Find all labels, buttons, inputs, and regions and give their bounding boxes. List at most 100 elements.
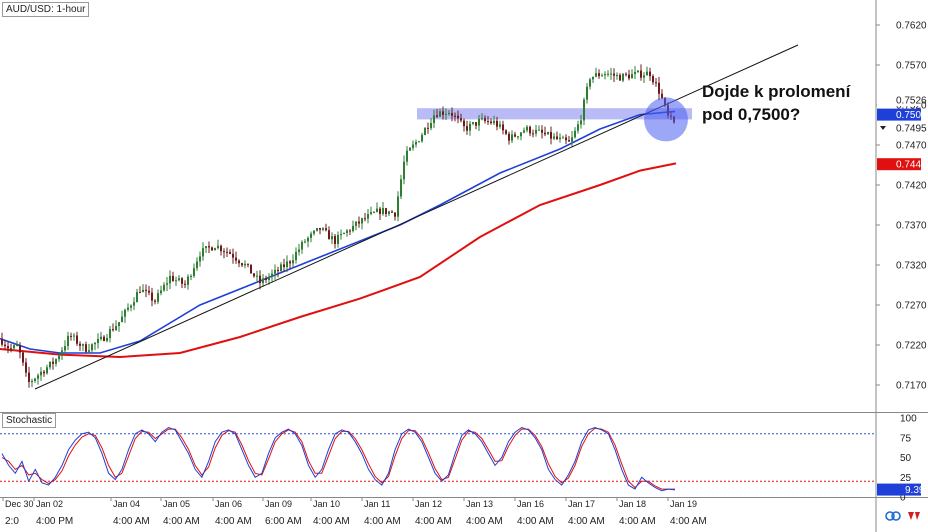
candle-body <box>334 236 336 244</box>
candle-body <box>247 263 249 265</box>
time-tick-time: 4:00 AM <box>313 516 350 527</box>
candle-body <box>13 345 15 349</box>
price-tag-label: 0.7526 <box>896 96 927 107</box>
candle-body <box>262 278 264 284</box>
candle-body <box>238 260 240 264</box>
candle-body <box>658 82 660 94</box>
candle-body <box>430 123 432 129</box>
candle-body <box>277 269 279 272</box>
time-tick-time: 4:00 AM <box>215 516 252 527</box>
candle-body <box>616 75 618 77</box>
price-tag-box <box>877 122 921 134</box>
candle-body <box>433 115 435 124</box>
candle-body <box>508 133 510 141</box>
candle-body <box>487 121 489 123</box>
candle-body <box>37 375 39 379</box>
candle-body <box>337 234 339 244</box>
candle-body <box>124 309 126 317</box>
candle-body <box>91 344 93 351</box>
candle-body <box>172 275 174 282</box>
price-tag-box <box>877 94 921 107</box>
price-tag-box <box>877 108 921 121</box>
stochastic-label: Stochastic <box>2 413 57 428</box>
candle-body <box>655 82 657 84</box>
highlight-circle <box>644 97 688 142</box>
candle-body <box>328 230 330 240</box>
candle-body <box>10 348 12 350</box>
candle-body <box>472 122 474 124</box>
candle-body <box>382 208 384 214</box>
candle-body <box>424 127 426 135</box>
candle-body <box>304 241 306 243</box>
candle-body <box>157 293 159 302</box>
candle-body <box>214 248 216 251</box>
candle-body <box>28 372 30 382</box>
candle-body <box>376 208 378 213</box>
candle-body <box>463 120 465 127</box>
candle-body <box>499 124 501 127</box>
candle-body <box>307 237 309 242</box>
time-tick-time: 2:0 <box>5 516 19 527</box>
candle-body <box>148 290 150 293</box>
candle-body <box>121 316 123 323</box>
candle-body <box>490 121 492 124</box>
link-icon[interactable] <box>885 511 901 521</box>
candle-body <box>190 275 192 277</box>
candle-body <box>235 257 237 261</box>
stochastic-pane[interactable] <box>0 413 876 497</box>
candle-body <box>16 345 18 347</box>
stochastic-d-line <box>1 427 675 490</box>
candle-body <box>646 71 648 76</box>
candle-body <box>94 342 96 345</box>
ticker-logo-icon <box>908 512 920 520</box>
candle-body <box>469 123 471 131</box>
candle-body <box>106 337 108 341</box>
price-tag-box <box>877 158 921 171</box>
candle-body <box>199 256 201 262</box>
price-tick-label: 0.7220 <box>896 341 927 352</box>
candle-body <box>649 71 651 77</box>
candle-body <box>535 129 537 134</box>
price-tag-label: 0.7495 <box>896 124 927 135</box>
candle-body <box>55 359 57 364</box>
time-tick-date: Dec 30 <box>5 499 34 509</box>
candle-body <box>367 214 369 219</box>
candle-body <box>460 118 462 121</box>
candle-body <box>589 79 591 87</box>
candle-body <box>298 249 300 252</box>
candle-body <box>370 212 372 215</box>
candle-body <box>631 74 633 79</box>
candle-body <box>322 228 324 230</box>
candle-body <box>19 345 21 353</box>
candle-body <box>100 336 102 339</box>
annotation-text: Dojde k prolomení pod 0,7500? <box>702 80 850 126</box>
candle-body <box>82 344 84 346</box>
fast-moving-average-line <box>0 110 676 354</box>
candle-body <box>496 120 498 127</box>
candle-body <box>514 134 516 137</box>
candle-body <box>340 233 342 235</box>
candle-body <box>511 134 513 141</box>
candle-body <box>163 284 165 291</box>
candle-body <box>493 120 495 124</box>
candle-body <box>553 136 555 139</box>
candle-body <box>559 137 561 139</box>
candle-body <box>184 283 186 285</box>
stochastic-tick-label: 100 <box>900 414 917 425</box>
price-tag-label: 0.7446 <box>896 160 927 171</box>
candle-body <box>34 378 36 381</box>
candle-body <box>607 73 609 75</box>
candle-body <box>586 86 588 100</box>
candle-body <box>475 122 477 126</box>
chart-tools[interactable] <box>883 507 923 525</box>
candle-body <box>625 73 627 75</box>
candle-body <box>406 150 408 162</box>
candle-body <box>319 228 321 230</box>
candle-body <box>520 132 522 137</box>
candle-body <box>598 73 600 77</box>
candle-body <box>325 228 327 231</box>
candle-body <box>25 362 27 373</box>
price-tick-label: 0.7470 <box>896 141 927 152</box>
candle-body <box>253 273 255 277</box>
